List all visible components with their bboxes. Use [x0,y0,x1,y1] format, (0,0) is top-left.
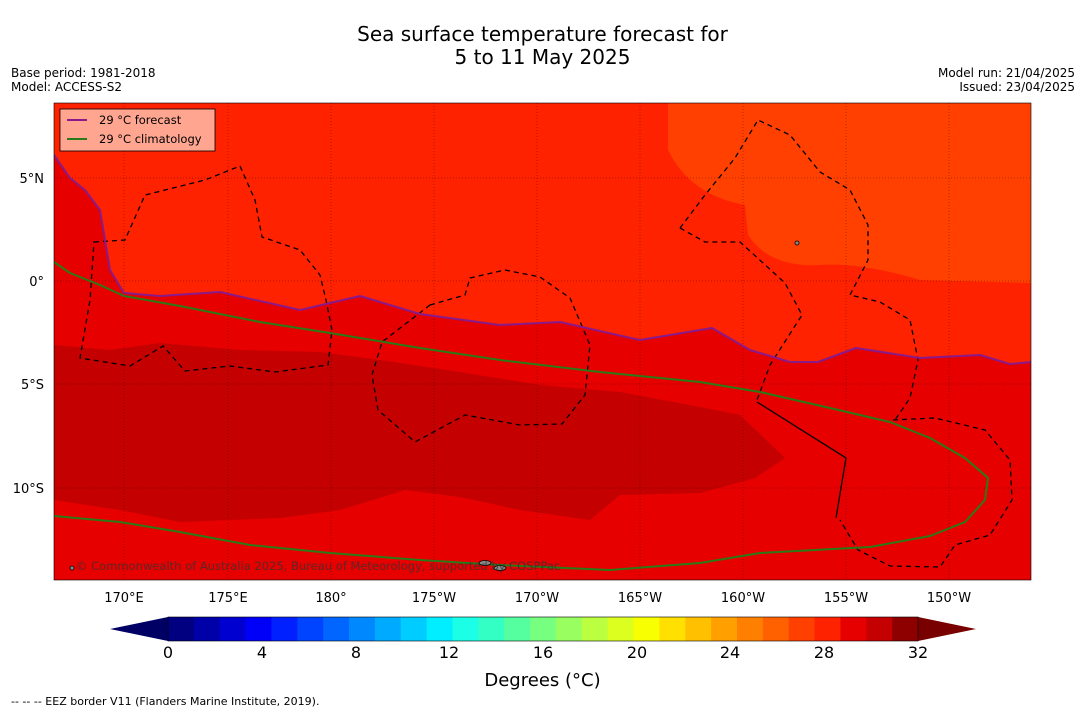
sst-band-29-30 [54,343,785,522]
eez-tuvalu-kiribati [79,165,333,373]
eez-cook-islands [839,417,1013,568]
lat-label: 10°S [13,482,44,497]
colorbar-cell [245,617,273,641]
colorbar-cell [607,617,635,641]
title-line-1: Sea surface temperature forecast for [357,22,728,46]
colorbar-tick: 4 [256,643,268,662]
model-name: Model: ACCESS-S2 [11,80,123,94]
colorbar-cell [374,617,402,641]
lon-label: 170°E [104,591,144,606]
isotherm-29-climatology [54,261,989,571]
colorbar-cell [762,617,790,641]
colorbar-tick: 12 [438,643,460,662]
map-gridlines [54,103,1031,580]
legend-climatology-label: 29 °C climatology [99,132,202,146]
lon-label: 170°W [515,591,559,606]
legend-box [59,108,216,152]
colorbar-tick: 24 [719,643,741,662]
lat-label: 0° [29,275,44,290]
island-west [69,565,75,571]
map-frame [53,102,1032,581]
colorbar-cell [581,617,609,641]
copyright-text: © Commonwealth of Australia 2025, Bureau… [76,559,560,573]
lon-label: 150°W [927,591,971,606]
lon-label: 175°E [208,591,248,606]
colorbar-under-arrow [110,617,168,641]
lat-label: 5°S [21,378,44,393]
colorbar-cell [685,617,712,641]
base-period: Base period: 1981-2018 [11,66,156,80]
colorbar-cell [633,617,660,641]
lon-label: 165°W [618,591,662,606]
colorbar-cell [504,617,531,641]
island-upolu [478,560,492,566]
colorbar-cell [219,617,247,641]
island-savaii [493,565,507,571]
maritime-boundary [756,401,847,519]
colorbar-cell [711,617,738,641]
colorbar-cell [555,617,583,641]
colorbar [110,616,976,642]
colorbar-cell [840,617,867,641]
colorbar-frame [167,616,919,642]
lat-label: 5°N [20,172,45,187]
colorbar-cell [788,617,816,641]
colorbar-cell [323,617,350,641]
colorbar-tick: 20 [626,643,648,662]
legend-forecast-label: 29 °C forecast [99,113,182,127]
colorbar-cell [168,617,195,641]
latitude-labels: 5°N 0° 5°S 10°S [13,172,44,497]
colorbar-cell [530,617,557,641]
colorbar-tick: 16 [532,643,554,662]
colorbar-over-arrow [918,617,976,641]
lon-label: 155°W [824,591,868,606]
lon-label: 175°W [412,591,456,606]
colorbar-cell [814,617,842,641]
colorbar-cell [478,617,505,641]
isotherm-legend: 29 °C forecast 29 °C climatology [59,108,216,152]
island-kiritimati [794,240,800,246]
colorbar-tick: 8 [350,643,362,662]
colorbar-cell [271,617,298,641]
colorbar-cell [452,617,479,641]
islands [69,240,800,571]
colorbar-cell [349,617,376,641]
lon-label: 160°W [721,591,765,606]
colorbar-label: Degrees (°C) [484,670,601,691]
eez-line-islands-west [679,227,803,401]
colorbar-tick: 28 [813,643,835,662]
colorbar-cells [168,617,919,641]
map-plot-area [54,103,1031,580]
eez-phoenix [371,269,591,443]
colorbar-cell [193,617,221,641]
colorbar-cell [426,617,454,641]
colorbar-cell [866,617,893,641]
eez-line-islands [679,119,919,421]
title-line-2: 5 to 11 May 2025 [454,45,631,69]
lon-label: 180° [315,591,346,606]
colorbar-cell [892,617,919,641]
issued-date: Issued: 23/04/2025 [959,80,1075,94]
colorbar-tick: 0 [162,643,174,662]
longitude-labels: 170°E 175°E 180° 175°W 170°W 165°W 160°W… [104,591,971,606]
eez-footnote: -- -- -- EEZ border V11 (Flanders Marine… [11,695,320,708]
eez-borders [79,119,1013,568]
colorbar-tick: 32 [907,643,929,662]
isotherm-29-forecast [54,154,1031,365]
model-run: Model run: 21/04/2025 [937,66,1075,80]
colorbar-cell [297,617,324,641]
colorbar-cell [659,617,686,641]
colorbar-cell [400,617,428,641]
colorbar-cell [736,617,764,641]
